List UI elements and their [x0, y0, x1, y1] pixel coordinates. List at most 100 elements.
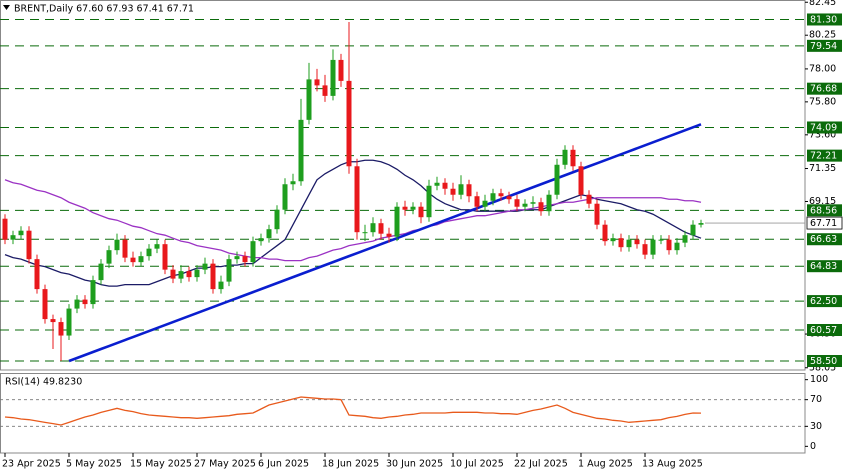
- level-box: [807, 39, 842, 52]
- candle-body: [458, 184, 464, 195]
- x-tick-label: 6 Jun 2025: [258, 459, 309, 470]
- candle-body: [130, 257, 136, 263]
- x-tick-label: 10 Jul 2025: [450, 459, 504, 470]
- candle-body: [170, 269, 176, 279]
- candle-body: [18, 230, 24, 236]
- candle-body: [82, 299, 88, 305]
- candle-body: [194, 269, 200, 278]
- rsi-title: RSI(14) 49.8230: [5, 377, 82, 388]
- level-box: [807, 260, 842, 273]
- y-tick-label: 82.45: [809, 0, 836, 8]
- y-tick-label: 100: [810, 374, 828, 385]
- candle-body: [282, 184, 288, 210]
- level-label: 74.09: [810, 122, 837, 133]
- x-tick-label: 15 May 2025: [130, 459, 192, 470]
- level-box: [807, 121, 842, 134]
- candle-body: [114, 239, 120, 251]
- candle-body: [146, 248, 152, 257]
- y-tick-label: 78.00: [809, 63, 836, 74]
- level-box: [807, 13, 842, 26]
- candle-body: [650, 239, 656, 255]
- y-tick-label: 30: [810, 421, 822, 432]
- candle-body: [546, 194, 552, 212]
- candle-body: [562, 149, 568, 165]
- level-label: 68.56: [810, 205, 837, 216]
- candle-body: [34, 259, 40, 290]
- candle-body: [370, 223, 376, 233]
- candle-body: [26, 230, 32, 260]
- candle-body: [226, 259, 232, 282]
- level-box: [807, 233, 842, 246]
- candle-body: [186, 271, 192, 278]
- level-label: 58.50: [810, 356, 837, 367]
- candle-body: [626, 239, 632, 248]
- level-label: 81.30: [810, 14, 837, 25]
- line-series: [4, 159, 702, 287]
- candle-body: [690, 224, 696, 236]
- y-tick-label: 58.05: [809, 362, 836, 373]
- candle-body: [642, 244, 648, 255]
- candle-body: [514, 199, 520, 207]
- rsi-line: [4, 396, 702, 426]
- price-panel-frame: [0, 0, 806, 371]
- candle-body: [378, 223, 384, 234]
- y-tick-label: 69.15: [809, 196, 836, 207]
- candle-body: [274, 209, 280, 230]
- dropdown-icon[interactable]: [3, 5, 10, 10]
- candle-body: [594, 203, 600, 225]
- candle-body: [74, 299, 80, 309]
- candle-body: [538, 202, 544, 212]
- level-label: 72.21: [810, 151, 837, 162]
- candle-body: [258, 238, 264, 242]
- candle-body: [234, 256, 240, 260]
- level-label: 64.83: [810, 261, 837, 272]
- candle-body: [2, 218, 8, 240]
- candle-body: [354, 166, 360, 233]
- level-label: 66.63: [810, 234, 837, 245]
- candle-body: [482, 200, 488, 207]
- candle-body: [346, 80, 352, 167]
- candle-body: [490, 193, 496, 201]
- candle-body: [466, 184, 472, 197]
- candle-body: [178, 271, 184, 279]
- x-tick-label: 22 Jul 2025: [514, 459, 568, 470]
- candle-body: [242, 256, 248, 263]
- candle-body: [674, 242, 680, 251]
- candle-body: [266, 229, 272, 239]
- candle-body: [498, 193, 504, 197]
- candle-body: [138, 256, 144, 263]
- last-price-box: [806, 216, 843, 230]
- candle-body: [474, 196, 480, 207]
- candle-body: [314, 79, 320, 86]
- candle-body: [90, 280, 96, 305]
- level-label: 60.57: [810, 325, 837, 336]
- candle-body: [250, 241, 256, 263]
- candle-body: [658, 239, 664, 241]
- candle-body: [634, 239, 640, 245]
- candle-body: [450, 188, 456, 195]
- last-price-label: 67.71: [810, 218, 837, 229]
- candle-body: [362, 232, 368, 234]
- candle-body: [426, 185, 432, 218]
- y-tick-label: 80.25: [809, 30, 836, 41]
- candle-body: [666, 239, 672, 251]
- x-tick-label: 5 May 2025: [66, 459, 122, 470]
- level-label: 62.50: [810, 296, 837, 307]
- candle-body: [42, 289, 48, 320]
- candle-body: [202, 263, 208, 270]
- candle-body: [410, 206, 416, 210]
- x-tick-label: 18 Jun 2025: [322, 459, 379, 470]
- candle-body: [402, 206, 408, 210]
- candle-body: [554, 164, 560, 195]
- candle-body: [330, 59, 336, 96]
- y-tick-label: 70: [810, 394, 822, 405]
- candle-body: [522, 203, 528, 207]
- candle-body: [106, 250, 112, 264]
- candle-body: [218, 281, 224, 290]
- candle-body: [210, 263, 216, 290]
- y-tick-label: 73.60: [809, 129, 836, 140]
- candle-body: [154, 244, 160, 249]
- x-tick-label: 30 Jun 2025: [386, 459, 443, 470]
